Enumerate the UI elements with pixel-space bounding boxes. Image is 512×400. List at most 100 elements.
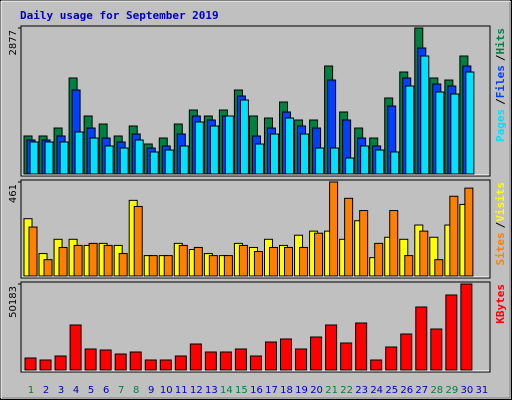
x-tick-label: 3 (58, 385, 64, 396)
bar (24, 357, 37, 371)
bar (465, 71, 475, 175)
bar (330, 147, 340, 175)
bar (434, 259, 444, 277)
x-tick-label: 21 (325, 385, 338, 396)
bar (253, 251, 263, 277)
bar (129, 351, 142, 371)
legend-entry: Pages (494, 109, 507, 142)
x-tick-label: 1 (28, 385, 34, 396)
bar (219, 351, 232, 371)
bar (29, 141, 39, 175)
x-tick-label: 13 (205, 385, 218, 396)
bar (445, 294, 458, 371)
bar (315, 147, 325, 175)
bar (103, 244, 113, 277)
bar (39, 359, 52, 371)
chart-title: Daily usage for September 2019 (20, 9, 219, 22)
bar (345, 157, 355, 175)
bar (148, 255, 158, 277)
bar (194, 121, 204, 175)
bar (164, 149, 174, 175)
x-tick-label: 26 (400, 385, 413, 396)
bar (209, 125, 219, 175)
bar (325, 324, 338, 371)
x-tick-label: 30 (461, 385, 474, 396)
bar (420, 55, 430, 175)
bar (280, 338, 293, 371)
x-tick-label: 7 (118, 385, 124, 396)
legend-separator: / (494, 221, 507, 228)
x-tick-label: 4 (73, 385, 79, 396)
bar (390, 151, 400, 175)
bar (359, 210, 369, 277)
bar (360, 145, 370, 175)
bar (329, 181, 339, 277)
bar (114, 353, 127, 371)
x-tick-label: 18 (280, 385, 293, 396)
bar (415, 306, 428, 371)
legend-separator: / (494, 98, 507, 105)
x-tick-label: 14 (220, 385, 233, 396)
bar (144, 359, 157, 371)
bar (285, 117, 295, 175)
x-tick-label: 19 (295, 385, 308, 396)
bar (174, 355, 187, 371)
bar (224, 115, 234, 175)
bar (73, 244, 83, 277)
x-tick-label: 20 (310, 385, 323, 396)
bar (74, 131, 84, 175)
bar (355, 322, 368, 371)
x-tick-label: 17 (265, 385, 278, 396)
x-tick-label: 5 (88, 385, 94, 396)
bar (430, 328, 443, 371)
x-tick-label: 12 (190, 385, 203, 396)
bar (58, 246, 68, 277)
x-tick-label: 6 (103, 385, 109, 396)
bar (264, 341, 277, 371)
bar (310, 336, 323, 371)
bar (59, 141, 69, 175)
bar (208, 255, 218, 277)
bar (239, 99, 249, 175)
legend-entry: Visits (494, 182, 507, 222)
bar (28, 226, 38, 277)
x-tick-label: 10 (160, 385, 173, 396)
bar (179, 145, 189, 175)
bar (88, 242, 98, 277)
bar (178, 244, 188, 277)
x-tick-label: 24 (370, 385, 383, 396)
bar (374, 242, 384, 277)
bar (400, 333, 413, 371)
y-tick-label: 2877 (8, 30, 19, 55)
x-tick-label: 23 (355, 385, 368, 396)
bar (389, 210, 399, 277)
legend: Sites /Visits (494, 182, 507, 266)
bar (89, 137, 99, 175)
bar (284, 246, 294, 277)
legend: Pages/Files/Hits (494, 28, 507, 142)
bar (375, 149, 385, 175)
bar (149, 151, 159, 175)
y-tick-label: 461 (8, 184, 19, 203)
bar (450, 93, 460, 175)
bar (295, 348, 308, 371)
legend-entry: Hits (494, 28, 507, 55)
x-tick-label: 29 (445, 385, 458, 396)
bar (344, 197, 354, 277)
bar (449, 195, 459, 277)
x-tick-label: 27 (415, 385, 428, 396)
bar (269, 133, 279, 175)
bar (429, 236, 439, 277)
x-tick-label: 11 (175, 385, 188, 396)
bar (460, 283, 473, 371)
bar (370, 359, 383, 371)
bar (419, 230, 429, 277)
bar (314, 232, 324, 277)
legend-entry: Files (494, 65, 507, 98)
bar (234, 348, 247, 371)
bar (163, 255, 173, 277)
bar (43, 259, 53, 277)
bar (84, 348, 97, 371)
x-tick-label: 28 (430, 385, 443, 396)
x-tick-label: 15 (235, 385, 248, 396)
